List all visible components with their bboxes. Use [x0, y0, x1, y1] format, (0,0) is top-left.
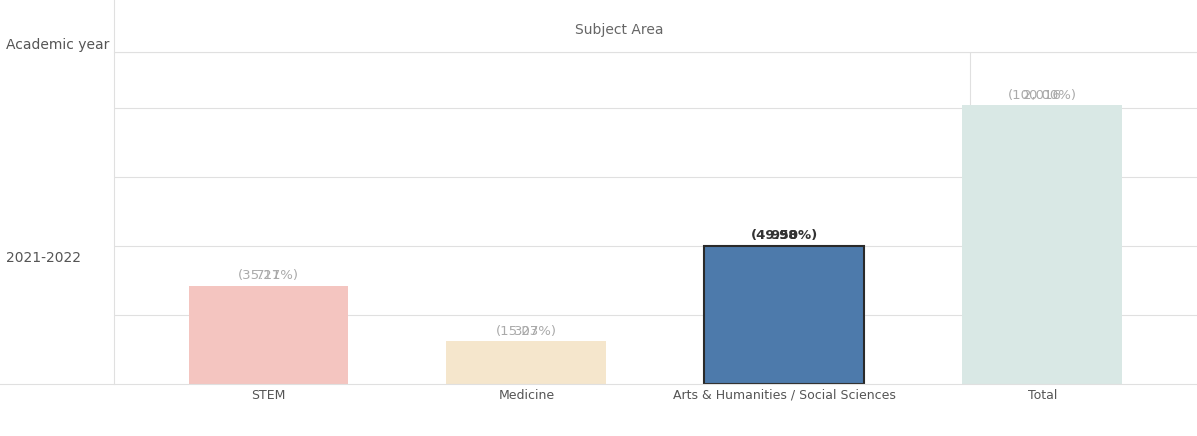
Text: Subject Area: Subject Area	[575, 24, 663, 37]
Text: 2,016: 2,016	[1023, 89, 1062, 102]
Bar	[704, 246, 864, 384]
Text: 998: 998	[771, 229, 798, 242]
Text: 2021-2022: 2021-2022	[6, 251, 80, 265]
Bar	[188, 286, 348, 384]
Bar	[962, 106, 1123, 384]
Text: 307: 307	[514, 325, 539, 338]
Text: Academic year: Academic year	[6, 38, 109, 52]
Text: (49.50%): (49.50%)	[751, 212, 818, 242]
Text: (15.23%): (15.23%)	[496, 308, 557, 338]
Text: (100.00%): (100.00%)	[1008, 72, 1077, 102]
Text: (35.27%): (35.27%)	[238, 252, 299, 282]
Bar	[446, 341, 607, 384]
Text: 711: 711	[256, 269, 281, 282]
